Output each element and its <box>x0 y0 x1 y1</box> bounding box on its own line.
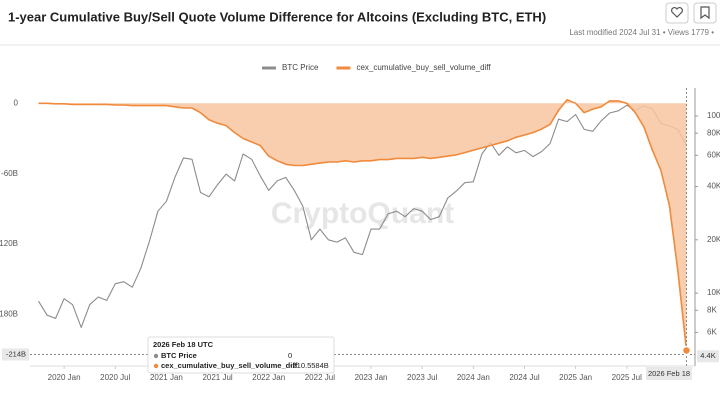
x-tick-label: 2022 Jan <box>252 373 285 382</box>
crosshair-x-label: 2026 Feb 18 <box>648 369 690 378</box>
hover-point <box>681 345 692 356</box>
legend-label: BTC Price <box>282 63 319 72</box>
x-tick-label: 2025 Jan <box>559 373 592 382</box>
y-tick-label: -60B <box>1 169 18 178</box>
x-tick-label: 2021 Jan <box>150 373 183 382</box>
tooltip-name: BTC Price <box>161 351 197 360</box>
y2-tick-label: 80K <box>707 128 720 137</box>
bookmark-box[interactable] <box>693 2 717 24</box>
heart-icon[interactable] <box>671 7 683 18</box>
x-tick-label: 2024 Jan <box>457 373 490 382</box>
tooltip-name: cex_cumulative_buy_sell_volume_diff <box>161 361 298 370</box>
tooltip-box <box>147 336 335 374</box>
bookmark-button[interactable] <box>693 2 717 24</box>
x-tick-label: 2020 Jul <box>100 373 130 382</box>
bookmark-icon[interactable] <box>700 6 710 20</box>
price-line <box>38 104 687 328</box>
x-tick-label: 2021 Jul <box>202 373 232 382</box>
x-tick-label: 2023 Jul <box>407 373 437 382</box>
x-tick-label: 2024 Jul <box>509 373 539 382</box>
y2-tick-label: 60K <box>707 150 720 159</box>
y2-tick-label: 6K <box>707 327 717 336</box>
x-tick-label: 2023 Jan <box>355 373 388 382</box>
tooltip-dot <box>153 363 159 369</box>
crosshair-y2-label: 4.4K <box>700 351 715 360</box>
area-fill <box>38 99 687 351</box>
like-button[interactable] <box>665 2 689 24</box>
y2-tick-label: 10K <box>707 288 720 297</box>
y-tick-label: 0 <box>14 98 19 107</box>
tooltip-title: 2026 Feb 18 UTC <box>153 340 214 349</box>
area-line <box>38 98 688 351</box>
x-tick-label: 2025 Jul <box>612 373 642 382</box>
chart-title: 1-year Cumulative Buy/Sell Quote Volume … <box>8 9 546 24</box>
y2-tick-label: 20K <box>707 235 720 244</box>
x-tick-label: 2020 Jan <box>48 373 81 382</box>
crosshair-x-box <box>646 367 692 380</box>
meta: Last modified 2024 Jul 31 • Views 1779 • <box>569 28 714 37</box>
y2-tick-label: 8K <box>707 305 717 314</box>
crosshair-y-label: -214B <box>6 349 26 358</box>
y-tick-label: -120B <box>0 239 18 248</box>
y2-tick-label: 40K <box>707 182 720 191</box>
tooltip-value: -210.5584B <box>290 361 329 370</box>
y-tick-label: -180B <box>0 310 18 319</box>
y2-tick-label: 100K <box>707 111 720 120</box>
legend-label: cex_cumulative_buy_sell_volume_diff <box>356 63 491 72</box>
x-tick-label: 2022 Jul <box>305 373 335 382</box>
like-box[interactable] <box>665 2 689 24</box>
crosshair-y2-box <box>697 350 719 363</box>
tooltip-value: 0 <box>288 351 292 360</box>
crosshair-y-box <box>2 348 29 361</box>
tooltip-dot <box>153 353 159 359</box>
watermark: CryptoQuant <box>271 197 454 230</box>
